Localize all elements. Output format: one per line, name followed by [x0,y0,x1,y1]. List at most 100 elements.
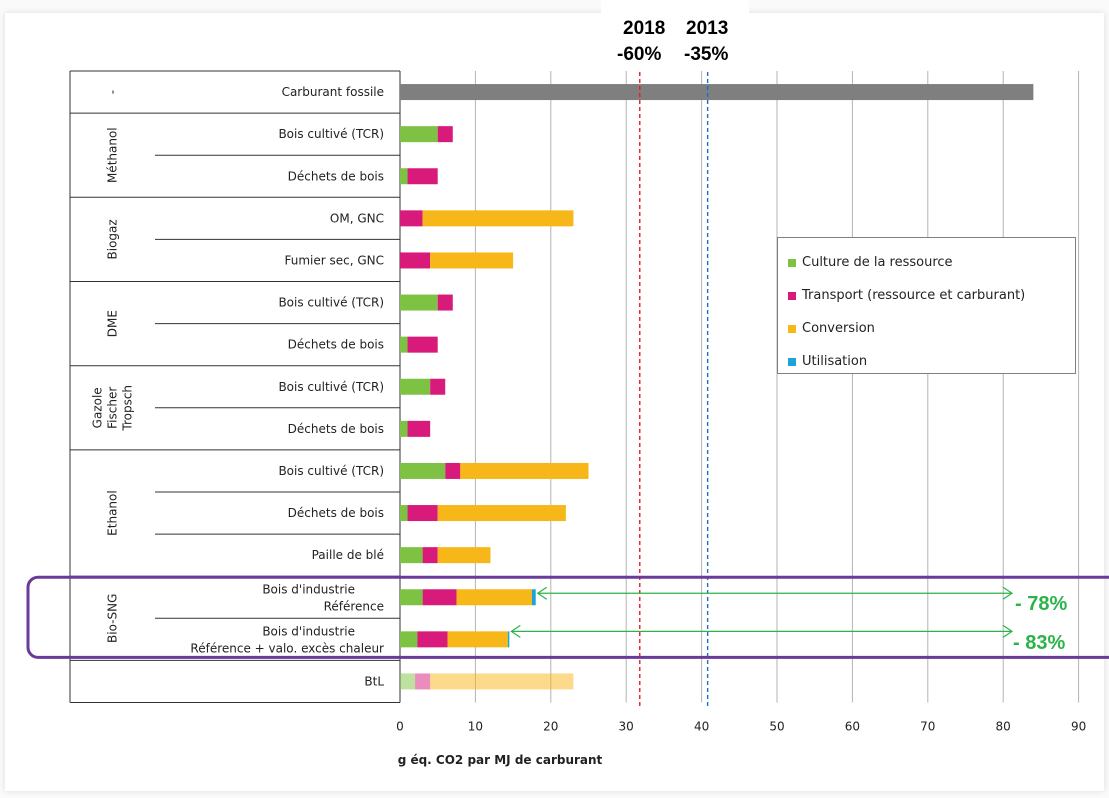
group-label: Biogaz [106,219,120,259]
category-label: Bois d'industrie Référence + valo. excès … [190,624,384,655]
category-label: Bois d'industrie Référence [262,582,384,613]
legend-swatch-culture [788,258,796,267]
bar-segment-0 [400,168,408,185]
annotation-reduction-reference: - 78% [1015,593,1068,615]
category-label-line: Bois cultivé (TCR) [278,464,384,478]
bar-segment-2 [456,589,532,606]
group-label-line: Tropsch [121,385,135,432]
bar-segment-2 [422,210,574,227]
category-label-line: Déchets de bois [288,422,384,436]
group-label-line: Méthanol [106,127,120,183]
category-label: Bois cultivé (TCR) [278,127,384,141]
bar-segment-1 [407,420,431,437]
bar-segment-1 [417,631,448,648]
category-label: Paille de blé [312,548,384,562]
highlight-box [26,575,1109,659]
category-label-line: Paille de blé [312,548,384,562]
group-label-line: Bio-SNG [106,594,120,643]
category-label: Fumier sec, GNC [284,253,384,267]
category-label: Déchets de bois [288,506,384,520]
legend-item-culture: Culture de la ressource [788,246,1075,279]
x-tick-label: 0 [396,720,404,734]
bar-segment-0 [400,673,416,690]
x-tick-label: 50 [769,720,784,734]
bar-segment-0 [400,420,408,437]
category-label: OM, GNC [330,211,384,225]
group-label-line: Fischer [106,387,120,429]
category-label-line: Bois cultivé (TCR) [278,296,384,310]
group-label-line: - [106,90,120,94]
group-label-line: DME [106,310,120,337]
group-label-line: Gazole [91,387,105,428]
category-label: BtL [364,674,384,688]
legend-item-utilisation: Utilisation [788,345,1075,378]
category-label-line: OM, GNC [330,211,384,225]
group-label: GazoleFischerTropsch [91,385,135,432]
bar-segment-1 [437,294,453,311]
bar-segment-0 [400,378,431,395]
bar-segment-0 [400,631,418,648]
group-label: DME [106,310,120,337]
x-tick-label: 10 [468,720,483,734]
legend-label-utilisation: Utilisation [802,354,868,369]
bar-segment-1 [422,547,438,564]
bar-segment-1 [407,168,438,185]
legend-swatch-conversion [788,324,796,333]
category-label: Carburant fossile [282,85,384,99]
bar-segment-0 [400,462,446,479]
group-label: - [106,90,120,94]
category-label-line: Déchets de bois [288,338,384,352]
reference-reduction-2018: -60% [617,44,662,65]
arrow-reference-head-left [536,586,548,600]
legend-label-conversion: Conversion [802,321,875,336]
legend-item-conversion: Conversion [788,312,1075,345]
category-label: Déchets de bois [288,338,384,352]
annotation-reduction-heat: - 83% [1013,632,1066,654]
bar-segment-1 [400,210,423,227]
legend-item-transport: Transport (ressource et carburant) [788,279,1075,312]
category-label-line: Fumier sec, GNC [284,253,384,267]
group-label: Ethanol [106,490,120,536]
bar-segment-1 [430,378,446,395]
bar-segment-2 [447,631,508,648]
category-label-line: BtL [364,674,384,688]
category-label: Bois cultivé (TCR) [278,380,384,394]
bar-segment-0 [400,336,408,353]
category-label-line: Déchets de bois [288,506,384,520]
category-label-line: Déchets de bois [288,169,384,183]
x-tick-label: 30 [619,720,634,734]
x-tick-label: 40 [694,720,709,734]
header-background [601,0,749,76]
arrow-reference-head-right [1002,586,1014,600]
category-label: Déchets de bois [288,422,384,436]
category-label-line: Référence [324,599,384,613]
arrow-heat-head-right [1002,624,1014,638]
legend-swatch-transport [788,291,796,300]
category-label-line: Bois cultivé (TCR) [278,380,384,394]
bar-segment-0 [400,589,423,606]
bar-segment-1 [437,126,453,143]
chart-frame [5,13,1104,791]
category-label-line: Référence + valo. excès chaleur [190,641,384,655]
group-label-line: Biogaz [106,219,120,259]
bar-segment-0 [400,505,408,522]
category-label-line: Bois cultivé (TCR) [278,127,384,141]
legend-label-transport: Transport (ressource et carburant) [802,288,1026,303]
reference-year-2013: 2013 [686,18,729,39]
category-label: Déchets de bois [288,169,384,183]
bar-segment-3 [507,631,510,648]
chart-legend: Culture de la ressource Transport (resso… [777,237,1076,374]
x-tick-label: 90 [1071,720,1086,734]
bar-segment-1 [422,589,457,606]
reference-year-2018: 2018 [623,18,666,39]
bar-segment-0 [400,126,438,143]
group-label: Bio-SNG [106,594,120,643]
group-label-line: Ethanol [106,490,120,536]
reference-reduction-2013: -35% [684,44,729,65]
bar-segment-2 [460,462,589,479]
x-tick-label: 60 [845,720,860,734]
bar-segment-3 [531,589,536,606]
bar-segment-2 [437,505,566,522]
